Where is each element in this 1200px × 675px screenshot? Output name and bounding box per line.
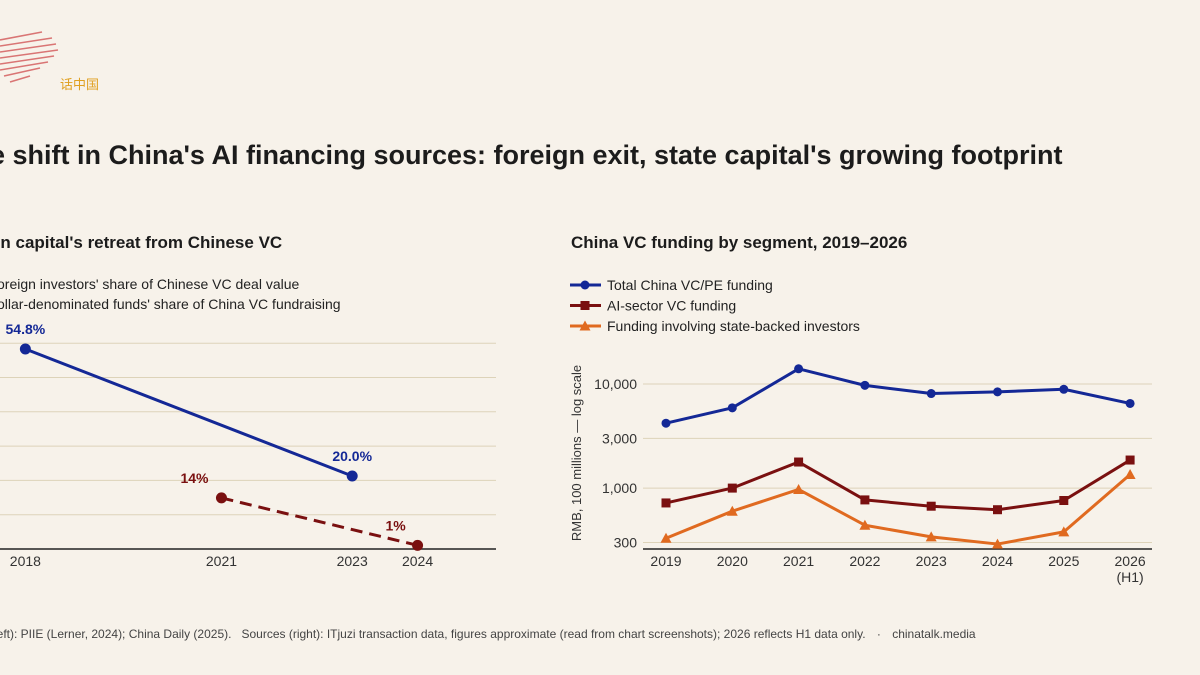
- right-point-circle: [1059, 384, 1069, 394]
- right-legend-label: Funding involving state-backed investors: [607, 318, 860, 334]
- right-x-tick-sublabel: (H1): [1116, 569, 1143, 585]
- right-series-line-square: [665, 458, 1131, 512]
- right-x-tick-label: 2025: [1048, 553, 1079, 569]
- right-point-circle: [1125, 398, 1135, 408]
- left-data-label-foreign: 20.0%: [332, 448, 372, 464]
- right-chart: 300 1,000 3,000 10,000 2019 2020 2021 2022 2023 2…: [569, 277, 1152, 585]
- right-point-circle: [661, 418, 671, 428]
- right-point-square: [926, 501, 936, 511]
- right-point-square: [1059, 496, 1069, 506]
- right-point-square: [727, 483, 737, 493]
- right-x-tick-label: 2019: [650, 553, 681, 569]
- right-x-tick-label: 2026: [1115, 553, 1146, 569]
- right-point-square: [580, 301, 590, 310]
- page-title: e shift in China's AI financing sources:…: [0, 140, 1063, 170]
- right-y-tick-label: 1,000: [602, 480, 637, 496]
- left-data-label-dollar: 1%: [385, 517, 406, 533]
- right-point-triangle: [579, 320, 591, 331]
- right-point-square: [1125, 455, 1135, 465]
- left-chart-title: gn capital's retreat from Chinese VC: [0, 233, 283, 252]
- left-point-foreign: [346, 470, 358, 482]
- right-point-circle: [926, 389, 936, 399]
- right-x-tick-label: 2021: [783, 553, 814, 569]
- right-point-triangle: [992, 538, 1003, 549]
- right-x-tick-label: 2024: [982, 553, 1013, 569]
- right-chart-title: China VC funding by segment, 2019–2026: [571, 233, 908, 252]
- left-data-label-foreign: 54.8%: [6, 321, 46, 337]
- footer-separator: ·: [876, 627, 881, 641]
- sources-footer: (left): PIIE (Lerner, 2024); China Daily…: [0, 627, 976, 641]
- left-point-dollar: [412, 539, 424, 551]
- left-chart: 2018 2021 2023 2024 oreign investors' share …: [0, 276, 496, 569]
- right-point-circle: [580, 280, 590, 290]
- left-legend-dollar-funds: ollar-denominated funds' share of China …: [0, 296, 341, 312]
- right-series-line-circle: [665, 367, 1131, 425]
- right-x-tick-label: 2022: [849, 553, 880, 569]
- right-y-tick-label: 3,000: [602, 430, 637, 446]
- left-x-tick-label: 2021: [206, 553, 237, 569]
- right-y-tick-label: 300: [614, 535, 638, 551]
- left-series-foreign-line: [24, 347, 353, 478]
- left-point-dollar: [215, 492, 227, 504]
- right-point-square: [661, 498, 671, 508]
- right-point-triangle: [1124, 469, 1136, 480]
- left-data-label-dollar: 14%: [180, 470, 209, 486]
- right-legend-label: AI-sector VC funding: [607, 298, 736, 314]
- right-point-circle: [993, 387, 1002, 397]
- left-series-dollar-line: [221, 496, 418, 547]
- sources-left: (left): PIIE (Lerner, 2024); China Daily…: [0, 627, 232, 641]
- right-point-square: [794, 457, 804, 467]
- right-y-tick-label: 10,000: [594, 376, 637, 392]
- left-legend-foreign-share: oreign investors' share of Chinese VC de…: [0, 276, 299, 292]
- left-x-tick-label: 2024: [402, 553, 433, 569]
- right-point-circle: [794, 364, 804, 374]
- left-point-foreign: [19, 343, 31, 355]
- right-point-triangle: [859, 519, 871, 530]
- right-point-triangle: [793, 483, 805, 494]
- right-point-triangle: [660, 532, 672, 543]
- chinatalk-logo: [0, 31, 59, 83]
- right-point-triangle: [925, 531, 937, 542]
- right-point-triangle: [1058, 526, 1070, 537]
- site-link[interactable]: chinatalk.media: [892, 627, 976, 641]
- logo-text: 话中国: [60, 78, 100, 93]
- right-series-line-triangle: [665, 473, 1132, 546]
- right-legend-label: Total China VC/PE funding: [607, 277, 773, 293]
- right-point-square: [993, 505, 1002, 515]
- right-x-tick-label: 2023: [916, 553, 947, 569]
- sources-right: Sources (right): ITjuzi transaction data…: [241, 627, 866, 641]
- right-point-circle: [727, 403, 737, 413]
- right-point-triangle: [726, 505, 738, 516]
- right-y-axis-label: RMB, 100 millions — log scale: [569, 365, 584, 541]
- right-point-circle: [860, 380, 870, 390]
- right-point-square: [860, 495, 870, 505]
- right-x-tick-label: 2020: [717, 553, 748, 569]
- left-x-tick-label: 2023: [337, 553, 368, 569]
- left-x-tick-label: 2018: [10, 553, 41, 569]
